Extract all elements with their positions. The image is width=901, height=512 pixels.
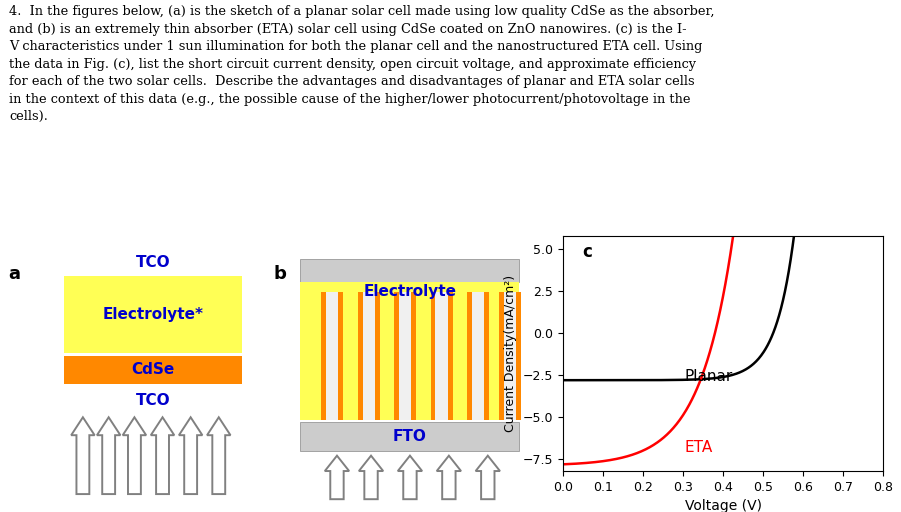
- Bar: [321, 292, 343, 420]
- Bar: [467, 292, 489, 420]
- X-axis label: Voltage (V): Voltage (V): [685, 499, 761, 512]
- Text: b: b: [274, 265, 287, 283]
- Bar: [394, 292, 416, 420]
- Bar: [301, 282, 519, 420]
- Polygon shape: [207, 417, 231, 494]
- Text: Electrolyte: Electrolyte: [363, 284, 457, 300]
- Text: ETA: ETA: [685, 440, 713, 455]
- Polygon shape: [179, 417, 203, 494]
- Polygon shape: [398, 456, 422, 499]
- Polygon shape: [71, 417, 95, 494]
- Text: Planar: Planar: [685, 369, 733, 385]
- Text: a: a: [8, 265, 20, 283]
- Polygon shape: [324, 456, 350, 499]
- Bar: [301, 422, 519, 451]
- Bar: [326, 292, 338, 420]
- Polygon shape: [150, 417, 174, 494]
- Bar: [431, 292, 452, 420]
- Polygon shape: [437, 456, 461, 499]
- Text: 4.  In the figures below, (a) is the sketch of a planar solar cell made using lo: 4. In the figures below, (a) is the sket…: [9, 5, 714, 123]
- Bar: [499, 292, 521, 420]
- Y-axis label: Current Density(mA/cm²): Current Density(mA/cm²): [505, 275, 517, 432]
- Bar: [301, 259, 519, 282]
- Bar: [504, 292, 515, 420]
- Polygon shape: [359, 456, 383, 499]
- Bar: [64, 276, 242, 353]
- Text: CdSe: CdSe: [132, 362, 175, 377]
- Bar: [64, 356, 242, 384]
- Bar: [435, 292, 448, 420]
- Text: Electrolyte*: Electrolyte*: [103, 307, 204, 323]
- Bar: [399, 292, 411, 420]
- Polygon shape: [97, 417, 121, 494]
- Polygon shape: [123, 417, 146, 494]
- Bar: [358, 292, 379, 420]
- Text: c: c: [582, 243, 592, 261]
- Text: FTO: FTO: [393, 429, 427, 444]
- Text: TCO: TCO: [136, 255, 170, 270]
- Bar: [472, 292, 484, 420]
- Text: TCO: TCO: [136, 393, 170, 408]
- Polygon shape: [476, 456, 500, 499]
- Bar: [362, 292, 375, 420]
